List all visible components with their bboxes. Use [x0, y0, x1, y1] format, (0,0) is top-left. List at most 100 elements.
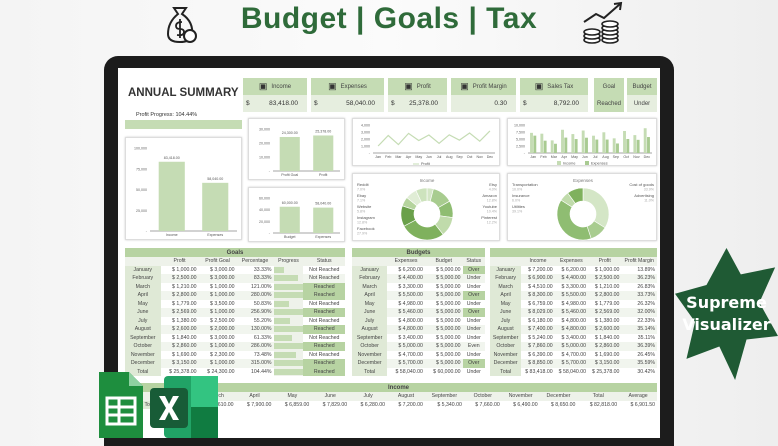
table-row: August $ 7,400.00 $ 4,800.00 $ 2,600.00 35.1…: [490, 325, 657, 334]
value-cell: $ 1,000.00: [210, 283, 235, 290]
table-row: May $ 1,779.00 $ 3,500.00 50.83% Not Reached: [125, 299, 345, 308]
x-tick-label: Budget: [284, 235, 295, 239]
kpi-value-4: $8,792.00: [520, 95, 588, 112]
value-cell: $ 2,569.00: [588, 308, 622, 317]
value-cell: 55.20%: [253, 317, 272, 324]
kpi-header-3: ▣ Profit Margin: [451, 78, 516, 95]
status-cell: Not Reached: [309, 334, 340, 341]
slice-value: 12.2%: [487, 221, 498, 225]
value-cell: 26.32%: [637, 300, 655, 307]
profit-progress-bar: [125, 120, 242, 129]
kpi-value: 58,040.00: [346, 100, 375, 107]
chart-svg: - 1,000 2,000 3,000 4,000 Jan Feb Mar Apr May Jun J…: [361, 124, 495, 166]
status-cell: Under: [466, 283, 481, 290]
x-tick-label: Sep: [456, 155, 462, 159]
month-cell: January: [352, 265, 388, 274]
chart-0: - 25,000 50,000 75,000 100,000 Income Expenses…: [125, 137, 242, 240]
value-cell: $ 2,600.00: [588, 325, 622, 334]
table-row: August $ 4,800.00 $ 5,000.00 Under: [352, 325, 485, 334]
value-cell: 35.14%: [621, 325, 657, 334]
value-cell: $ 5,500.00: [554, 291, 589, 300]
value-cell: $ 5,240.00: [528, 334, 553, 341]
column-header: June: [311, 392, 350, 401]
table-row: October $ 7,860.00 $ 5,000.00 $ 2,860.00 36.…: [490, 342, 657, 351]
value-cell: $ 5,000.00: [436, 300, 461, 307]
x-tick-label: Nov: [633, 155, 640, 159]
table-row: May $ 4,980.00 $ 5,000.00 Under: [352, 299, 485, 308]
value-cell: $ 6,390.00: [528, 351, 553, 358]
column-header: Status: [303, 257, 345, 266]
column-header: April: [235, 392, 274, 401]
data-label: 60,000.00: [282, 201, 298, 205]
table-row: April $ 2,800.00 $ 1,000.00 280.00% Reached: [125, 291, 345, 300]
status-cell: Even: [462, 342, 485, 351]
value-cell: $ 8,029.00: [521, 308, 555, 317]
y-tick-label: 10,000: [259, 156, 270, 160]
bar: [279, 136, 300, 171]
kpi-label: Profit Margin: [472, 83, 507, 90]
kpi-value: 0.30: [494, 100, 507, 107]
slice-label: Transportation: [512, 182, 538, 187]
table-row: December $ 5,700.00 $ 5,000.00 Over: [352, 359, 485, 368]
value-cell: $ 3,400.00: [561, 334, 587, 341]
status-cell: Under: [466, 368, 481, 375]
table-title: Income: [140, 383, 657, 392]
value-cell: 36.23%: [621, 274, 657, 283]
profit-progress-text: Profit Progress:: [136, 112, 174, 118]
kpi-header-0: ▣ Income: [243, 78, 307, 95]
column-header: [490, 257, 522, 266]
table-row: December $ 8,850.00 $ 5,700.00 $ 3,150.00 35…: [490, 359, 657, 368]
x-tick-label: Expenses: [315, 235, 331, 239]
column-header: Profit Margin: [621, 257, 657, 266]
table-row: May $ 6,759.00 $ 4,980.00 $ 1,779.00 26.32%: [490, 299, 657, 308]
month-cell: March: [352, 282, 388, 291]
data-label: 58,040.00: [315, 202, 331, 206]
table-row: Total $ 83,418.00 $ 58,040.00 $ 25,378.00 30…: [490, 367, 657, 376]
table-row: February $ 4,400.00 $ 5,000.00 Under: [352, 274, 485, 283]
value-cell: 50.83%: [253, 300, 272, 307]
table-title: [490, 248, 657, 257]
value-cell: $ 3,500.00: [210, 300, 235, 307]
value-cell: $ 7,400.00: [521, 325, 555, 334]
slice-value: 7.1%: [357, 199, 366, 203]
bar: [313, 135, 334, 171]
y-tick-label: -: [369, 152, 371, 156]
x-tick-label: Feb: [540, 155, 546, 159]
value-cell: $ 1,690.00: [172, 351, 197, 358]
y-tick-label: 75,000: [136, 167, 147, 171]
slice-label: Amazon: [482, 193, 497, 198]
column-header: September: [424, 392, 464, 401]
value-cell: $ 82,818.00: [589, 401, 618, 408]
value-cell: $ 4,800.00: [387, 325, 425, 334]
chart-svg: - 10,000 20,000 30,000 Profit Goal Profit 24,3…: [259, 128, 340, 177]
y-tick-label: 30,000: [259, 128, 270, 132]
legend-swatch: [557, 161, 561, 165]
month-cell: September: [490, 333, 522, 342]
slice-label: Pinterest: [481, 215, 498, 220]
value-cell: $ 4,400.00: [387, 274, 425, 283]
chart-svg: - 25,000 50,000 75,000 100,000 Income Expenses…: [134, 147, 237, 237]
y-tick-label: 60,000: [259, 197, 270, 201]
value-cell: $ 24,300.00: [207, 368, 235, 375]
table-row: February $ 6,900.00 $ 4,400.00 $ 2,500.00 36…: [490, 274, 657, 283]
month-cell: June: [125, 308, 161, 317]
value-cell: 22.33%: [637, 317, 655, 324]
slice-value: 12.8%: [487, 199, 498, 203]
slice-value: 11.0%: [644, 199, 655, 203]
table-title: Goals: [125, 248, 345, 257]
x-tick-label: Jan: [375, 155, 381, 159]
x-tick-label: Jun: [426, 155, 432, 159]
month-cell: April: [125, 291, 161, 300]
month-cell: October: [352, 342, 388, 351]
y-tick-label: 100,000: [134, 147, 147, 151]
value-cell: $ 4,400.00: [554, 274, 589, 283]
value-cell: $ 5,000.00: [554, 342, 589, 351]
column-header: Budget: [424, 257, 463, 266]
slice-label: Insurance: [512, 193, 530, 198]
progress-fill: [273, 266, 284, 273]
value-cell: $ 5,460.00: [387, 308, 425, 317]
month-cell: May: [125, 299, 161, 308]
value-cell: 280.00%: [236, 291, 274, 300]
slice-value: 10.4%: [487, 210, 498, 214]
month-cell: January: [490, 265, 522, 274]
